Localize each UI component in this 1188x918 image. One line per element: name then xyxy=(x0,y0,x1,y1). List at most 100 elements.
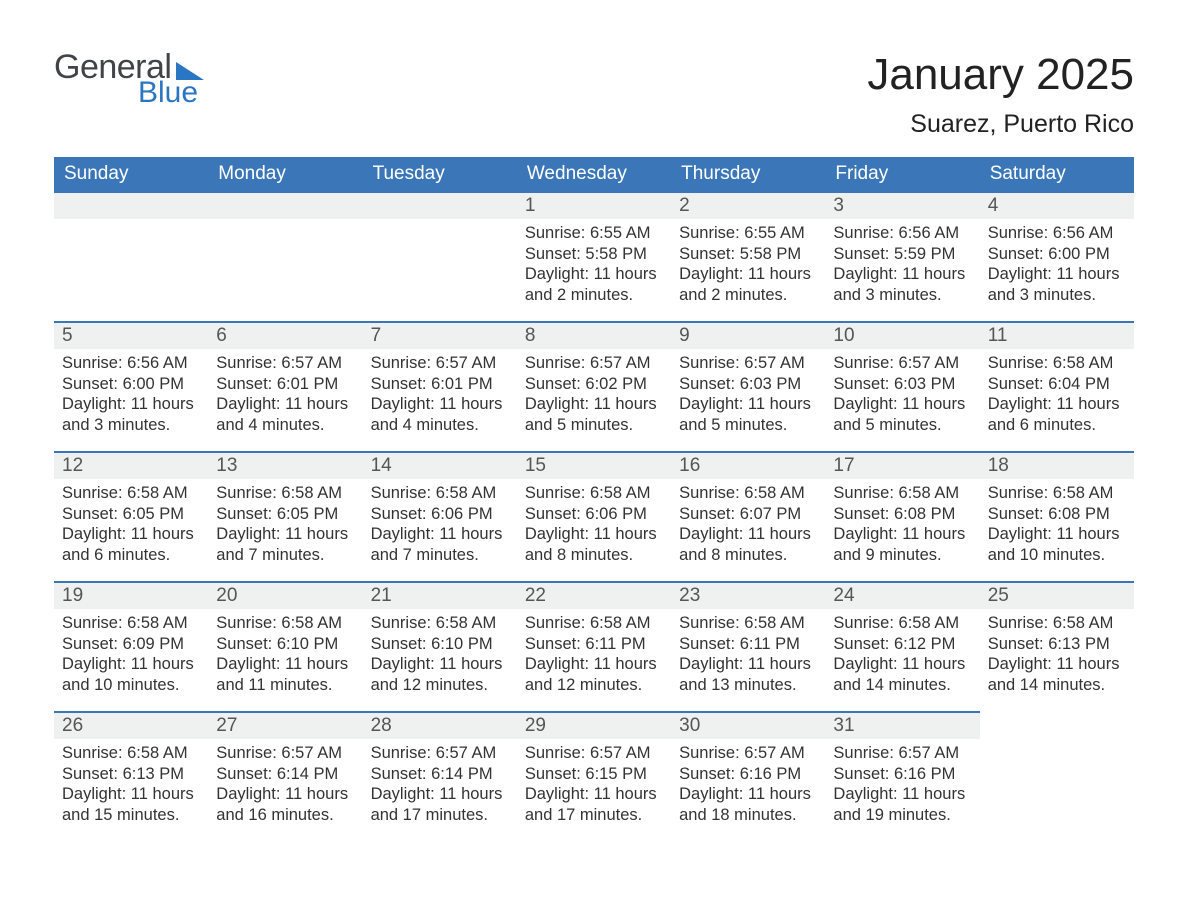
sunrise-line: Sunrise: 6:58 AM xyxy=(371,613,509,634)
daylight-line: Daylight: 11 hours and 2 minutes. xyxy=(679,264,817,305)
daylight-label: Daylight: xyxy=(988,265,1052,283)
sunset-value: 6:06 PM xyxy=(585,505,646,523)
calendar-cell: 1Sunrise: 6:55 AMSunset: 5:58 PMDaylight… xyxy=(517,191,671,321)
sunrise-label: Sunrise: xyxy=(525,744,586,762)
day-number: 21 xyxy=(363,581,517,609)
sunset-value: 6:01 PM xyxy=(431,375,492,393)
day-number-empty xyxy=(208,191,362,219)
sunrise-line: Sunrise: 6:58 AM xyxy=(988,353,1126,374)
day-details: Sunrise: 6:58 AMSunset: 6:06 PMDaylight:… xyxy=(517,479,671,572)
daylight-line: Daylight: 11 hours and 14 minutes. xyxy=(833,654,971,695)
daylight-label: Daylight: xyxy=(525,655,589,673)
sunrise-line: Sunrise: 6:58 AM xyxy=(62,483,200,504)
calendar-cell: 7Sunrise: 6:57 AMSunset: 6:01 PMDaylight… xyxy=(363,321,517,451)
daylight-line: Daylight: 11 hours and 2 minutes. xyxy=(525,264,663,305)
sunrise-label: Sunrise: xyxy=(988,224,1049,242)
sunset-value: 6:15 PM xyxy=(585,765,646,783)
title-block: January 2025 Suarez, Puerto Rico xyxy=(867,50,1134,139)
sunset-line: Sunset: 6:15 PM xyxy=(525,764,663,785)
daylight-line: Daylight: 11 hours and 4 minutes. xyxy=(371,394,509,435)
sunset-value: 6:13 PM xyxy=(1048,635,1109,653)
daylight-line: Daylight: 11 hours and 8 minutes. xyxy=(525,524,663,565)
sunset-value: 5:59 PM xyxy=(894,245,955,263)
calendar-cell: 25Sunrise: 6:58 AMSunset: 6:13 PMDayligh… xyxy=(980,581,1134,711)
day-details: Sunrise: 6:55 AMSunset: 5:58 PMDaylight:… xyxy=(517,219,671,312)
sunrise-value: 6:57 AM xyxy=(436,744,497,762)
daylight-line: Daylight: 11 hours and 6 minutes. xyxy=(988,394,1126,435)
sunrise-value: 6:58 AM xyxy=(1053,354,1114,372)
daylight-line: Daylight: 11 hours and 9 minutes. xyxy=(833,524,971,565)
sunset-label: Sunset: xyxy=(833,765,889,783)
day-details: Sunrise: 6:58 AMSunset: 6:07 PMDaylight:… xyxy=(671,479,825,572)
day-details: Sunrise: 6:57 AMSunset: 6:01 PMDaylight:… xyxy=(363,349,517,442)
daylight-label: Daylight: xyxy=(525,525,589,543)
sunrise-value: 6:57 AM xyxy=(744,744,805,762)
sunrise-line: Sunrise: 6:58 AM xyxy=(525,613,663,634)
sunset-line: Sunset: 5:58 PM xyxy=(525,244,663,265)
calendar-cell: 11Sunrise: 6:58 AMSunset: 6:04 PMDayligh… xyxy=(980,321,1134,451)
day-number-empty xyxy=(363,191,517,219)
sunrise-value: 6:57 AM xyxy=(281,354,342,372)
sunset-value: 6:05 PM xyxy=(277,505,338,523)
sunset-label: Sunset: xyxy=(216,375,272,393)
calendar-cell: 17Sunrise: 6:58 AMSunset: 6:08 PMDayligh… xyxy=(825,451,979,581)
sunrise-line: Sunrise: 6:57 AM xyxy=(833,743,971,764)
sunset-line: Sunset: 6:11 PM xyxy=(679,634,817,655)
day-number: 20 xyxy=(208,581,362,609)
sunrise-value: 6:57 AM xyxy=(744,354,805,372)
daylight-line: Daylight: 11 hours and 3 minutes. xyxy=(833,264,971,305)
sunset-value: 6:16 PM xyxy=(894,765,955,783)
daylight-label: Daylight: xyxy=(525,395,589,413)
day-details: Sunrise: 6:57 AMSunset: 6:01 PMDaylight:… xyxy=(208,349,362,442)
day-number: 27 xyxy=(208,711,362,739)
sunset-line: Sunset: 6:03 PM xyxy=(833,374,971,395)
daylight-label: Daylight: xyxy=(216,395,280,413)
day-details: Sunrise: 6:58 AMSunset: 6:06 PMDaylight:… xyxy=(363,479,517,572)
sunset-line: Sunset: 6:07 PM xyxy=(679,504,817,525)
sunset-label: Sunset: xyxy=(216,635,272,653)
calendar-week-row: 26Sunrise: 6:58 AMSunset: 6:13 PMDayligh… xyxy=(54,711,1134,841)
sunset-label: Sunset: xyxy=(371,765,427,783)
day-number: 15 xyxy=(517,451,671,479)
daylight-line: Daylight: 11 hours and 17 minutes. xyxy=(371,784,509,825)
day-number: 1 xyxy=(517,191,671,219)
calendar-cell: 23Sunrise: 6:58 AMSunset: 6:11 PMDayligh… xyxy=(671,581,825,711)
sunset-value: 6:09 PM xyxy=(123,635,184,653)
daylight-label: Daylight: xyxy=(833,525,897,543)
daylight-label: Daylight: xyxy=(62,525,126,543)
sunset-label: Sunset: xyxy=(525,245,581,263)
day-number: 28 xyxy=(363,711,517,739)
day-number: 4 xyxy=(980,191,1134,219)
day-number: 22 xyxy=(517,581,671,609)
sunset-label: Sunset: xyxy=(988,245,1044,263)
sunset-line: Sunset: 6:01 PM xyxy=(216,374,354,395)
daylight-line: Daylight: 11 hours and 5 minutes. xyxy=(833,394,971,435)
day-details: Sunrise: 6:58 AMSunset: 6:12 PMDaylight:… xyxy=(825,609,979,702)
calendar-cell: 4Sunrise: 6:56 AMSunset: 6:00 PMDaylight… xyxy=(980,191,1134,321)
calendar-table: SundayMondayTuesdayWednesdayThursdayFrid… xyxy=(54,157,1134,841)
sunrise-line: Sunrise: 6:56 AM xyxy=(833,223,971,244)
daylight-label: Daylight: xyxy=(525,785,589,803)
sunrise-label: Sunrise: xyxy=(62,484,123,502)
sunset-label: Sunset: xyxy=(371,505,427,523)
sunset-label: Sunset: xyxy=(62,505,118,523)
calendar-cell xyxy=(363,191,517,321)
sunset-value: 6:16 PM xyxy=(740,765,801,783)
daylight-label: Daylight: xyxy=(833,785,897,803)
sunset-label: Sunset: xyxy=(833,375,889,393)
sunset-label: Sunset: xyxy=(62,375,118,393)
sunrise-label: Sunrise: xyxy=(62,354,123,372)
sunset-line: Sunset: 6:08 PM xyxy=(833,504,971,525)
sunset-label: Sunset: xyxy=(988,375,1044,393)
sunrise-label: Sunrise: xyxy=(833,744,894,762)
calendar-cell: 9Sunrise: 6:57 AMSunset: 6:03 PMDaylight… xyxy=(671,321,825,451)
day-details: Sunrise: 6:58 AMSunset: 6:04 PMDaylight:… xyxy=(980,349,1134,442)
calendar-cell: 29Sunrise: 6:57 AMSunset: 6:15 PMDayligh… xyxy=(517,711,671,841)
daylight-label: Daylight: xyxy=(679,785,743,803)
day-number: 31 xyxy=(825,711,979,739)
day-number: 8 xyxy=(517,321,671,349)
sunrise-line: Sunrise: 6:58 AM xyxy=(525,483,663,504)
sunrise-value: 6:56 AM xyxy=(899,224,960,242)
sunrise-value: 6:58 AM xyxy=(744,614,805,632)
sunset-label: Sunset: xyxy=(62,635,118,653)
